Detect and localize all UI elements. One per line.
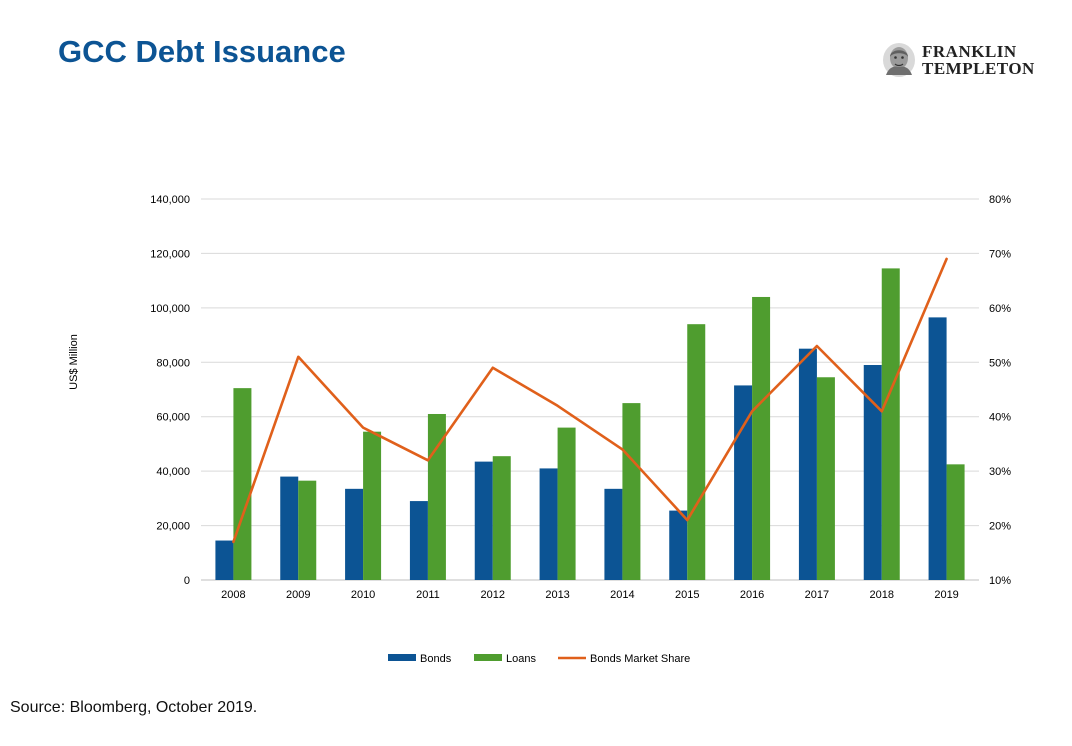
source-note: Source: Bloomberg, October 2019. — [10, 699, 258, 716]
y-tick-label: 20,000 — [156, 521, 190, 533]
y2-tick-label: 40% — [989, 412, 1011, 424]
bonds-bar — [215, 540, 234, 580]
bonds-bar — [604, 488, 623, 580]
legend-loans-swatch — [474, 654, 502, 661]
y-tick-label: 140,000 — [150, 194, 190, 206]
bonds-bar — [669, 510, 688, 580]
loans-bar — [233, 388, 252, 580]
x-tick-label: 2008 — [221, 589, 245, 601]
y-tick-label: 0 — [184, 575, 190, 587]
line-layer — [232, 257, 948, 544]
x-tick-label: 2015 — [675, 589, 699, 601]
x-tick-label: 2010 — [351, 589, 375, 601]
legend-bonds-market-share: Bonds Market Share — [558, 653, 690, 665]
x-tick-label: 2012 — [481, 589, 505, 601]
axis-layer: 0 20,000 40,000 60,000 80,000 100,000 120,000 1… — [68, 194, 1011, 601]
legend-bonds-market-share-label: Bonds Market Share — [590, 653, 690, 665]
y-tick-label: 120,000 — [150, 248, 190, 260]
x-tick-label: 2014 — [610, 589, 634, 601]
bonds-bar — [280, 476, 299, 580]
legend-loans-label: Loans — [506, 653, 536, 665]
bonds-market-share-line — [232, 257, 948, 544]
bars-layer — [215, 268, 965, 580]
legend-loans: Loans — [474, 653, 536, 665]
y-tick-label: 100,000 — [150, 303, 190, 315]
franklin-portrait-icon — [883, 43, 915, 77]
logo-line-1: FRANKLIN — [922, 42, 1017, 61]
y2-tick-label: 80% — [989, 194, 1011, 206]
y2-tick-label: 70% — [989, 248, 1011, 260]
x-tick-label: 2016 — [740, 589, 764, 601]
loans-bar — [946, 464, 965, 580]
y-tick-label: 40,000 — [156, 466, 190, 478]
legend-layer: Bonds Loans Bonds Market Share — [388, 653, 690, 665]
loans-bar — [687, 324, 706, 580]
y2-tick-label: 20% — [989, 521, 1011, 533]
x-tick-label: 2013 — [545, 589, 569, 601]
legend-bonds: Bonds — [388, 653, 452, 665]
x-tick-label: 2009 — [286, 589, 310, 601]
loans-bar — [752, 296, 771, 580]
bonds-bar — [863, 365, 882, 580]
bonds-bar — [539, 468, 558, 580]
franklin-templeton-logo: FRANKLIN TEMPLETON — [880, 40, 1050, 80]
page-title: GCC Debt Issuance — [58, 34, 346, 69]
bonds-bar — [928, 317, 947, 580]
y-tick-label: 80,000 — [156, 357, 190, 369]
bonds-bar — [409, 501, 428, 580]
y2-tick-label: 60% — [989, 303, 1011, 315]
loans-bar — [622, 403, 641, 580]
x-tick-label: 2018 — [870, 589, 894, 601]
loans-bar — [363, 431, 382, 580]
logo-wordmark: FRANKLIN TEMPLETON — [922, 43, 1035, 77]
bonds-bar — [345, 488, 364, 580]
x-tick-label: 2011 — [416, 589, 440, 601]
legend-bonds-swatch — [388, 654, 416, 661]
y-tick-label: 60,000 — [156, 412, 190, 424]
loans-bar — [881, 268, 900, 580]
logo-line-2: TEMPLETON — [922, 59, 1035, 78]
y2-tick-label: 50% — [989, 357, 1011, 369]
y2-tick-label: 10% — [989, 575, 1011, 587]
grid-layer — [201, 198, 979, 581]
x-tick-label: 2019 — [934, 589, 958, 601]
x-tick-label: 2017 — [805, 589, 829, 601]
bonds-bar — [474, 461, 493, 580]
loans-bar — [816, 377, 835, 580]
loans-bar — [557, 427, 576, 580]
legend-bonds-label: Bonds — [420, 653, 452, 665]
loans-bar — [492, 456, 511, 580]
bonds-bar — [798, 348, 817, 580]
y2-tick-label: 30% — [989, 466, 1011, 478]
y-axis-label: US$ Million — [68, 334, 80, 390]
loans-bar — [298, 480, 317, 580]
